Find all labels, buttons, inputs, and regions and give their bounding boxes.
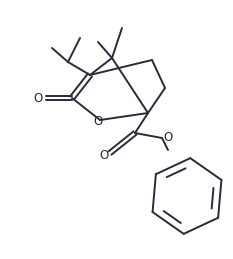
- Text: O: O: [99, 148, 109, 162]
- Text: O: O: [93, 114, 103, 127]
- Text: O: O: [163, 131, 173, 143]
- Text: O: O: [33, 91, 43, 104]
